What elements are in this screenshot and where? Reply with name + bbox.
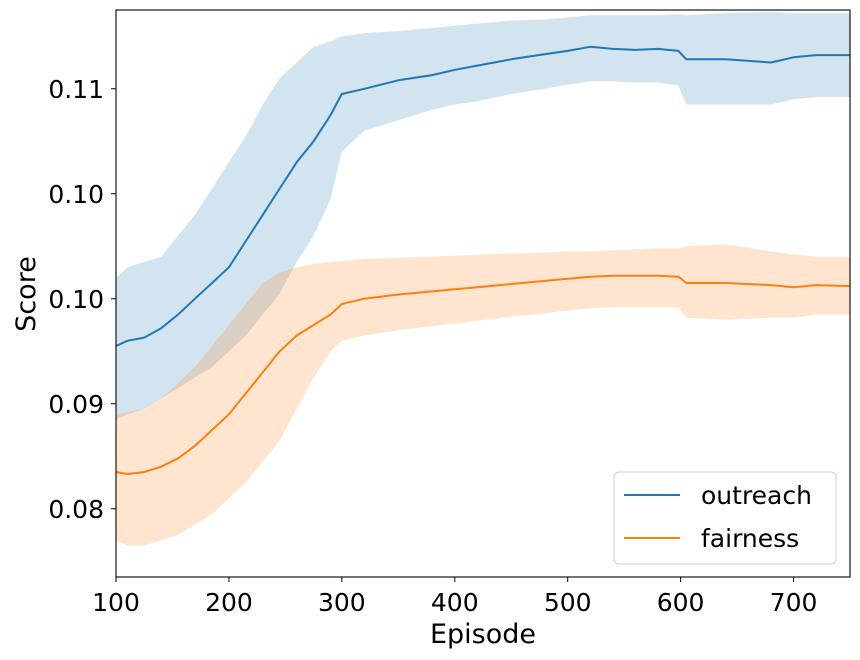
y-tick-label: 0.10 [48,180,104,209]
x-axis-ticks: 100 200 300 400 500 600 700 [92,577,817,617]
x-tick-label: 400 [431,588,479,617]
y-axis-ticks: 0.08 0.09 0.10 0.10 0.11 [48,75,116,524]
y-axis-label: Score [11,256,42,332]
y-tick-label: 0.11 [48,75,104,104]
line-fairness [115,274,851,476]
x-tick-label: 700 [770,588,818,617]
legend-label-fairness: fairness [701,524,799,553]
band-outreach [116,12,850,420]
x-axis-label: Episode [430,619,536,650]
confidence-bands [116,12,850,546]
y-tick-label: 0.09 [48,390,104,419]
plot-frame [115,9,851,578]
x-tick-label: 200 [205,588,253,617]
series-lines [115,45,851,476]
x-tick-label: 600 [657,588,705,617]
x-tick-label: 500 [544,588,592,617]
line-outreach [115,45,850,347]
y-tick-label: 0.10 [48,285,104,314]
legend-label-outreach: outreach [701,481,812,510]
x-tick-label: 100 [92,588,140,617]
legend: outreach fairness [613,471,837,565]
y-tick-label: 0.08 [48,495,104,524]
x-tick-label: 300 [318,588,366,617]
band-fairness [116,244,850,546]
